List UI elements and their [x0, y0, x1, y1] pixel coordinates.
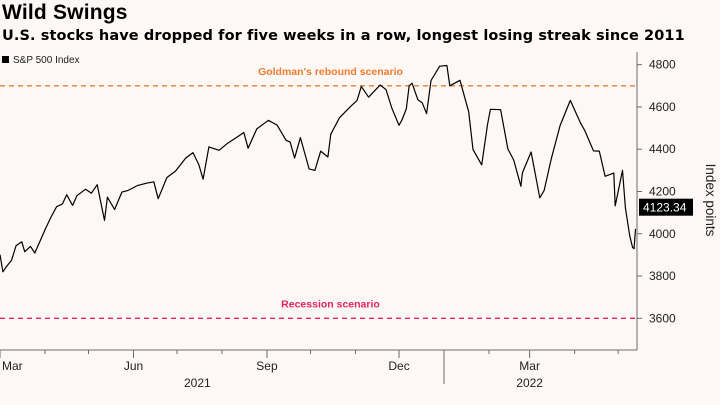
y-tick-label: 4400 [649, 142, 676, 156]
x-tick-label: Sep [256, 359, 278, 373]
y-axis-label: Index points [703, 164, 718, 237]
reference-line-label: Recession scenario [281, 298, 380, 310]
legend-label: S&P 500 Index [13, 55, 80, 66]
y-tick-label: 3600 [649, 311, 676, 325]
legend-swatch [2, 56, 9, 63]
y-tick-label: 4000 [649, 227, 676, 241]
x-year-label: 2021 [184, 376, 211, 390]
last-value-label: 4123.34 [643, 201, 687, 215]
y-tick-label: 4800 [649, 58, 676, 72]
y-tick-label: 4600 [649, 100, 676, 114]
x-year-label: 2022 [516, 376, 543, 390]
y-tick-label: 4200 [649, 184, 676, 198]
last-value-badge [639, 198, 693, 216]
chart-title: Wild Swings [2, 1, 128, 24]
x-tick-label: Mar [2, 359, 23, 373]
x-tick-label: Jun [124, 359, 143, 373]
chart-subtitle: U.S. stocks have dropped for five weeks … [2, 28, 685, 44]
x-tick-label: Mar [519, 359, 540, 373]
y-tick-label: 3800 [649, 269, 676, 283]
x-tick-label: Dec [388, 359, 409, 373]
reference-line-label: Goldman's rebound scenario [258, 66, 403, 78]
series-line [0, 64, 637, 273]
